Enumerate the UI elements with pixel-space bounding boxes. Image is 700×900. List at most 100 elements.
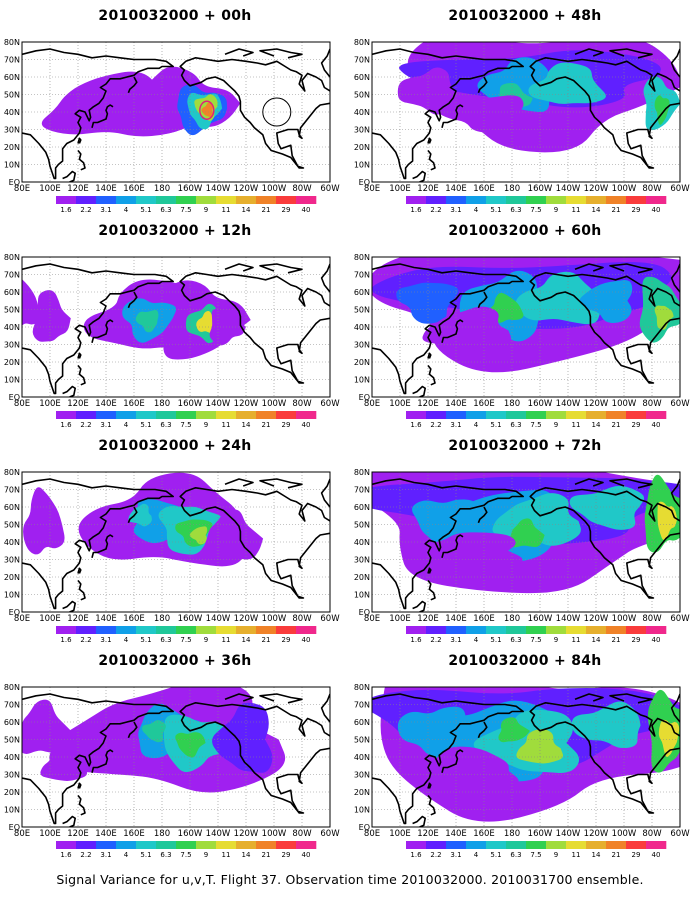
variance-field — [23, 472, 264, 567]
latitude-label: EQ — [359, 823, 370, 832]
variance-contour — [135, 310, 159, 333]
longitude-label: 120E — [67, 614, 89, 624]
panel-title: 2010032000 + 60h — [448, 223, 602, 239]
colorbar-swatch — [546, 841, 567, 849]
map-panel: 2010032000 + 84h EQ 10N 20N 30N 40N 50N 60N 70N 8… — [350, 645, 700, 860]
colorbar-label: 2.2 — [80, 421, 91, 429]
colorbar-label: 1.6 — [410, 421, 422, 429]
colorbar-label: 40 — [302, 851, 311, 859]
longitude-label: 140W — [206, 399, 231, 409]
longitude-label: 180 — [504, 184, 520, 194]
colorbar-swatch — [256, 196, 277, 204]
longitude-label: 80E — [14, 614, 30, 624]
latitude-label: 40N — [354, 538, 370, 547]
longitude-label: 100W — [612, 829, 637, 839]
colorbar-label: 5.1 — [140, 636, 151, 644]
longitude-label: 160W — [528, 399, 553, 409]
colorbar-swatch — [646, 841, 667, 849]
longitude-label: 100E — [389, 614, 411, 624]
longitude-label: 120E — [417, 399, 439, 409]
colorbar-swatch — [76, 626, 97, 634]
colorbar-swatch — [466, 841, 487, 849]
longitude-label: 160E — [123, 829, 145, 839]
colorbar-label: 4 — [124, 206, 129, 214]
longitude-label: 60W — [320, 614, 340, 624]
map-svg: EQ 10N 20N 30N 40N 50N 60N 70N 80N 80E 100E 120E 140… — [4, 683, 340, 859]
longitude-label: 100W — [612, 184, 637, 194]
latitude-label: 80N — [4, 468, 20, 477]
colorbar-label: 2.2 — [80, 636, 91, 644]
latitude-label: 50N — [4, 736, 20, 745]
colorbar-swatch — [236, 841, 257, 849]
longitude-label: 180 — [154, 614, 170, 624]
colorbar-swatch — [56, 841, 77, 849]
longitude-label: 80W — [292, 614, 312, 624]
colorbar-swatch — [506, 626, 527, 634]
longitude-label: 120W — [234, 184, 259, 194]
latitude-label: 10N — [354, 376, 370, 385]
variance-contour — [515, 271, 601, 325]
longitude-label: 120E — [417, 829, 439, 839]
colorbar-swatch — [76, 841, 97, 849]
colorbar-swatch — [606, 626, 627, 634]
colorbar-label: 11 — [222, 851, 231, 859]
colorbar-swatch — [586, 411, 607, 419]
colorbar-label: 29 — [632, 851, 641, 859]
longitude-label: 120W — [234, 829, 259, 839]
latitude-label: 70N — [354, 271, 370, 280]
longitude-label: 160E — [123, 614, 145, 624]
latitude-label: 60N — [354, 288, 370, 297]
longitude-label: 160E — [123, 399, 145, 409]
longitude-label: 160W — [178, 184, 203, 194]
variance-field — [372, 472, 680, 594]
longitude-label: 100W — [262, 399, 287, 409]
longitude-label: 80W — [642, 829, 662, 839]
colorbar-swatch — [56, 196, 77, 204]
map-frame — [21, 41, 331, 183]
colorbar-label: 40 — [302, 206, 311, 214]
map-panel: 2010032000 + 60h EQ 10N 20N 30N 40N 50N 60N 70N 8… — [350, 215, 700, 430]
colorbar-swatch — [466, 411, 487, 419]
colorbar-label: 14 — [242, 851, 251, 859]
panel-title: 2010032000 + 84h — [448, 653, 602, 669]
variance-contour — [189, 526, 208, 545]
colorbar-swatch — [426, 841, 447, 849]
colorbar-label: 29 — [632, 206, 641, 214]
longitude-label: 60W — [670, 614, 690, 624]
coastlines — [22, 263, 330, 397]
figure-caption: Signal Variance for u,v,T. Flight 37. Ob… — [56, 872, 644, 887]
latitude-label: 80N — [354, 38, 370, 47]
colorbar-swatch — [56, 626, 77, 634]
variance-contour — [400, 746, 519, 791]
colorbar-swatch — [406, 841, 427, 849]
colorbar-label: 3.1 — [450, 636, 461, 644]
colorbar-swatch — [486, 626, 507, 634]
longitude-label: 80W — [642, 399, 662, 409]
map-svg: EQ 10N 20N 30N 40N 50N 60N 70N 80N 80E 100E 120E 140… — [354, 468, 690, 644]
colorbar-label: 40 — [652, 636, 661, 644]
colorbar-swatch — [56, 411, 77, 419]
panel-title: 2010032000 + 36h — [98, 653, 252, 669]
longitude-label: 80E — [364, 184, 380, 194]
longitude-label: 140E — [95, 829, 117, 839]
longitude-label: 100E — [39, 614, 61, 624]
longitude-label: 100E — [39, 399, 61, 409]
map-panel: 2010032000 + 36h EQ 10N 20N 30N 40N 50N 60N 70N 8… — [0, 645, 350, 860]
variance-contour — [212, 702, 273, 773]
latitude-label: 60N — [354, 73, 370, 82]
variance-contour — [412, 499, 488, 551]
colorbar-label: 2.2 — [430, 421, 441, 429]
longitude-label: 80E — [14, 184, 30, 194]
colorbar-swatch — [256, 626, 277, 634]
variance-contour — [402, 532, 523, 568]
colorbar-label: 11 — [222, 421, 231, 429]
longitude-label: 100E — [39, 184, 61, 194]
colorbar-swatch — [446, 841, 467, 849]
variance-contour — [32, 290, 71, 342]
colorbar-swatch — [216, 411, 237, 419]
latitude-label: 20N — [354, 573, 370, 582]
colorbar-swatch — [276, 626, 297, 634]
colorbar-swatch — [156, 841, 177, 849]
panel-title: 2010032000 + 12h — [98, 223, 252, 239]
colorbar-label: 21 — [262, 421, 271, 429]
